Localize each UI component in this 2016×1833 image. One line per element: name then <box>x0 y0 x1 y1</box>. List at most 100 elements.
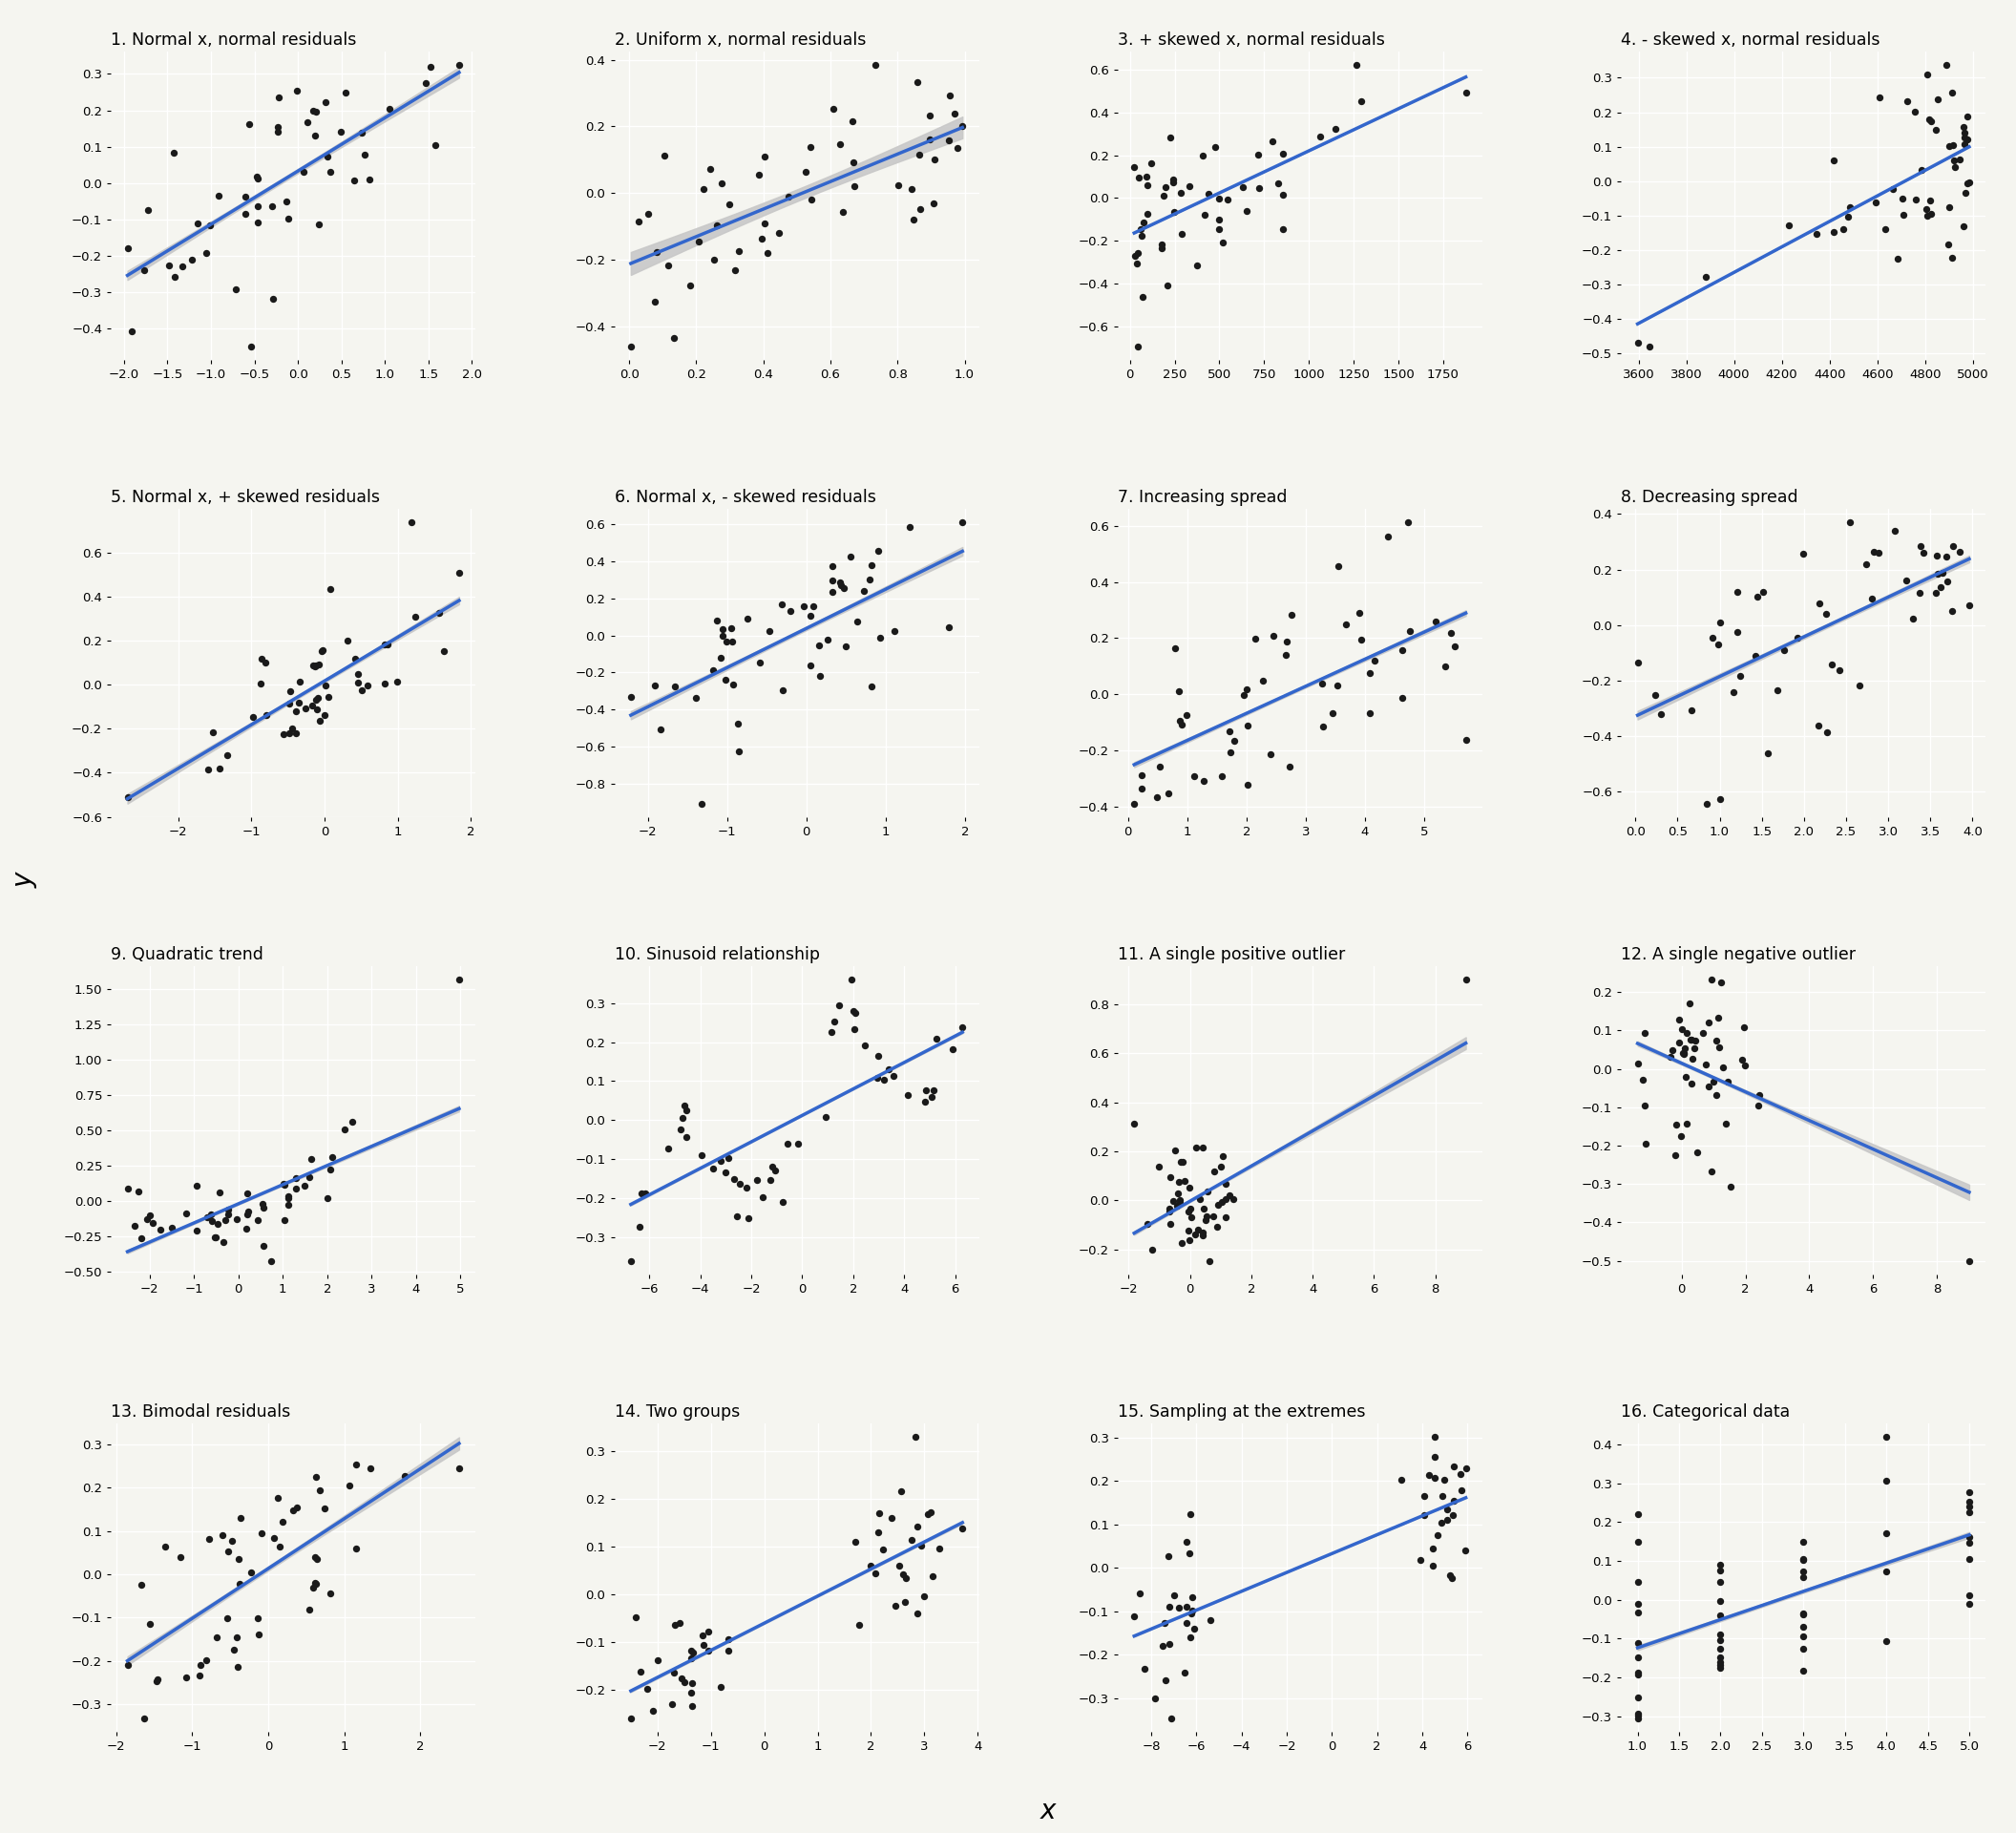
Point <box>294 1162 327 1191</box>
Point <box>444 966 476 995</box>
Point <box>1445 1459 1478 1488</box>
Point <box>1125 761 1157 790</box>
Point <box>1119 242 1151 271</box>
Point <box>208 1226 240 1256</box>
Point <box>1125 222 1157 251</box>
Point <box>863 537 895 566</box>
Point <box>1121 332 1153 361</box>
Point <box>1191 1177 1224 1206</box>
Point <box>702 211 734 240</box>
Point <box>196 1206 228 1235</box>
Point <box>1859 537 1891 566</box>
Point <box>1232 196 1264 225</box>
Point <box>615 682 647 711</box>
Point <box>756 1153 788 1182</box>
Point <box>1171 1197 1204 1226</box>
Point <box>300 1569 333 1598</box>
Point <box>1704 1032 1736 1061</box>
Point <box>1163 676 1195 706</box>
Point <box>1214 1180 1246 1210</box>
Point <box>1206 1188 1238 1217</box>
Point <box>1752 739 1784 768</box>
Point <box>280 719 312 748</box>
Point <box>300 695 333 724</box>
Point <box>1435 1564 1468 1593</box>
Point <box>1788 1600 1820 1630</box>
Point <box>276 1496 308 1525</box>
Point <box>1693 1072 1726 1102</box>
Point <box>1218 1184 1250 1213</box>
Point <box>1951 125 1984 154</box>
Point <box>754 1166 786 1195</box>
Point <box>1699 1026 1732 1056</box>
Point <box>706 621 738 651</box>
Point <box>706 1146 738 1175</box>
Point <box>1911 202 1943 231</box>
Point <box>847 576 879 605</box>
Point <box>1621 1657 1653 1686</box>
Point <box>1929 541 1962 570</box>
Point <box>1897 603 1929 632</box>
Point <box>710 1157 742 1186</box>
Point <box>119 1212 151 1241</box>
Point <box>1679 1026 1712 1056</box>
Point <box>194 1523 226 1553</box>
Point <box>1702 1080 1734 1109</box>
Point <box>802 631 835 660</box>
Point <box>1772 211 1804 240</box>
Point <box>1435 620 1468 649</box>
Point <box>883 1551 915 1580</box>
Point <box>877 616 909 645</box>
Point <box>1949 178 1982 207</box>
Point <box>1212 185 1244 214</box>
Point <box>175 246 208 275</box>
Point <box>1621 328 1653 357</box>
Point <box>1933 130 1966 159</box>
Point <box>1135 1235 1167 1265</box>
Point <box>669 1122 702 1151</box>
Point <box>1943 537 1976 566</box>
Point <box>1869 214 1901 244</box>
Point <box>300 1461 333 1490</box>
Point <box>272 1184 304 1213</box>
Point <box>1933 192 1966 222</box>
Point <box>1722 618 1754 647</box>
Point <box>155 1213 187 1243</box>
Point <box>1818 145 1851 174</box>
Point <box>1669 1034 1702 1063</box>
Point <box>651 251 683 280</box>
Point <box>623 1212 655 1241</box>
Point <box>292 1595 325 1624</box>
Point <box>325 117 357 147</box>
Point <box>1708 1052 1740 1081</box>
Point <box>1167 1147 1200 1177</box>
Point <box>1153 123 1185 152</box>
Point <box>310 1182 343 1212</box>
Point <box>133 1609 165 1639</box>
Point <box>1704 1600 1736 1630</box>
Point <box>730 1173 762 1202</box>
Point <box>264 1532 296 1562</box>
Point <box>300 97 333 126</box>
Point <box>1238 625 1270 654</box>
Point <box>754 616 786 645</box>
Point <box>1849 550 1881 579</box>
Point <box>1198 1157 1230 1186</box>
Point <box>1704 1648 1736 1677</box>
Point <box>706 614 738 643</box>
Point <box>1450 1536 1482 1565</box>
Point <box>919 145 952 174</box>
Text: 3. + skewed x, normal residuals: 3. + skewed x, normal residuals <box>1117 31 1385 48</box>
Point <box>901 1598 933 1628</box>
Point <box>1187 766 1220 796</box>
Point <box>863 1498 895 1527</box>
Point <box>1187 200 1220 229</box>
Point <box>885 1477 917 1507</box>
Point <box>1175 1202 1208 1232</box>
Point <box>706 169 738 198</box>
Point <box>901 68 933 97</box>
Point <box>262 1483 294 1512</box>
Point <box>861 1063 893 1092</box>
Point <box>1687 1019 1720 1048</box>
Point <box>1169 1527 1202 1556</box>
